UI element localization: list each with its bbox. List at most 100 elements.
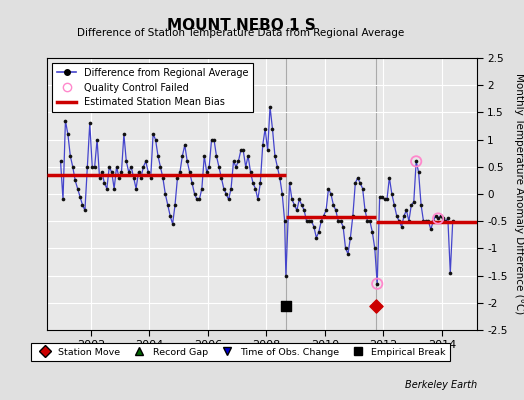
Point [419, 218, 428, 224]
Point [376, 194, 384, 200]
Point [344, 251, 352, 257]
Point [183, 158, 191, 164]
Point [410, 199, 418, 205]
Point [395, 218, 403, 224]
Point [100, 180, 108, 186]
Point [361, 207, 369, 214]
Point [290, 202, 299, 208]
Point [434, 215, 442, 222]
Point [276, 174, 284, 181]
Point [154, 153, 162, 159]
Point [59, 196, 67, 203]
Point [441, 218, 450, 224]
Point [137, 174, 145, 181]
Point [210, 136, 218, 143]
Point [282, 272, 290, 279]
Point [246, 169, 255, 176]
Point [412, 158, 420, 164]
Point [83, 164, 92, 170]
Point [249, 180, 257, 186]
Point [91, 164, 99, 170]
Point [256, 180, 265, 186]
Point [427, 226, 435, 232]
Point [439, 215, 447, 222]
Point [307, 218, 315, 224]
Point [222, 191, 231, 197]
Point [69, 164, 77, 170]
Point [168, 221, 177, 227]
Point [258, 142, 267, 148]
Point [239, 147, 247, 154]
Point [98, 169, 106, 176]
Point [339, 224, 347, 230]
Point [407, 202, 416, 208]
Point [310, 224, 318, 230]
Point [73, 185, 82, 192]
Point [224, 196, 233, 203]
Point [208, 136, 216, 143]
Point [449, 218, 457, 224]
Point [400, 212, 408, 219]
Point [380, 196, 389, 203]
Point [61, 117, 70, 124]
Point [446, 270, 454, 276]
Point [300, 207, 308, 214]
Point [312, 234, 321, 241]
Point [405, 218, 413, 224]
Point [232, 164, 240, 170]
Point [388, 191, 396, 197]
Point [366, 218, 374, 224]
Point [163, 202, 172, 208]
Point [149, 131, 157, 137]
Point [57, 158, 65, 164]
Point [351, 180, 359, 186]
Point [112, 164, 121, 170]
Legend: Station Move, Record Gap, Time of Obs. Change, Empirical Break: Station Move, Record Gap, Time of Obs. C… [31, 343, 450, 361]
Point [278, 191, 287, 197]
Point [385, 174, 394, 181]
Point [266, 104, 274, 110]
Point [254, 196, 262, 203]
Legend: Difference from Regional Average, Quality Control Failed, Estimated Station Mean: Difference from Regional Average, Qualit… [52, 63, 254, 112]
Point [320, 212, 328, 219]
Point [292, 207, 301, 214]
Point [280, 218, 289, 224]
Point [190, 191, 199, 197]
Point [327, 191, 335, 197]
Text: Difference of Station Temperature Data from Regional Average: Difference of Station Temperature Data f… [78, 28, 405, 38]
Point [220, 185, 228, 192]
Point [324, 185, 333, 192]
Point [244, 153, 253, 159]
Point [105, 164, 114, 170]
Point [103, 185, 111, 192]
Point [185, 169, 194, 176]
Point [282, 302, 290, 309]
Point [373, 280, 381, 287]
Point [237, 147, 245, 154]
Point [336, 218, 345, 224]
Point [332, 207, 340, 214]
Point [422, 218, 430, 224]
Point [373, 280, 381, 287]
Point [429, 218, 438, 224]
Point [322, 207, 330, 214]
Point [378, 194, 386, 200]
Point [122, 158, 130, 164]
Point [431, 212, 440, 219]
Point [314, 229, 323, 235]
Point [358, 185, 367, 192]
Point [171, 202, 179, 208]
Point [264, 147, 272, 154]
Point [117, 169, 126, 176]
Text: MOUNT NEBO 1 S: MOUNT NEBO 1 S [167, 18, 315, 33]
Point [125, 169, 133, 176]
Point [302, 218, 311, 224]
Point [348, 212, 357, 219]
Point [268, 126, 277, 132]
Point [227, 185, 235, 192]
Point [129, 174, 138, 181]
Point [329, 202, 337, 208]
Point [95, 174, 104, 181]
Point [88, 164, 96, 170]
Point [251, 185, 259, 192]
